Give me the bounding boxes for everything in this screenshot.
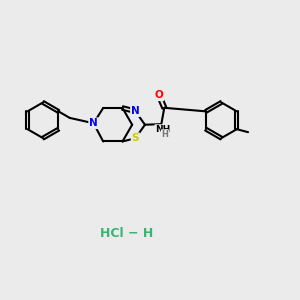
- Text: H: H: [161, 130, 168, 139]
- Text: N: N: [131, 106, 140, 116]
- Text: S: S: [132, 133, 139, 143]
- Text: N: N: [89, 118, 98, 128]
- Text: NH: NH: [155, 125, 170, 134]
- Text: O: O: [154, 90, 163, 100]
- Text: HCl − H: HCl − H: [100, 227, 153, 240]
